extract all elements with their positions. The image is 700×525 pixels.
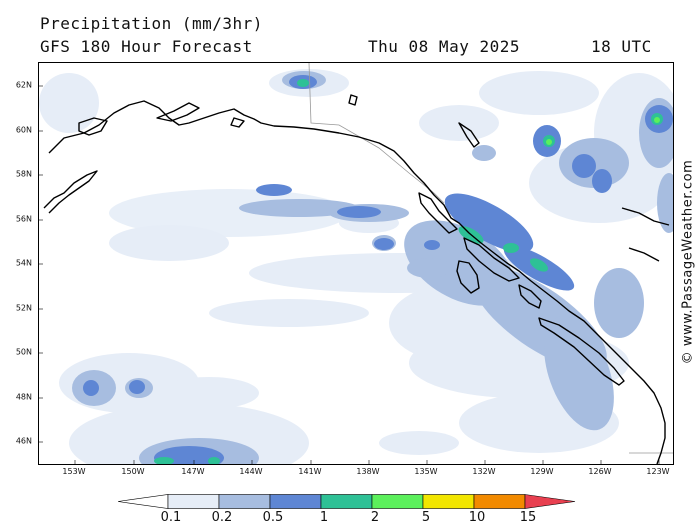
legend-label: 15 [519, 510, 537, 525]
credit-watermark: © www.PassageWeather.com [680, 159, 696, 365]
legend-label: 0.2 [211, 510, 233, 525]
lat-label: 54N [15, 258, 32, 268]
lon-label: 132W [472, 467, 496, 476]
legend-swatch [218, 494, 271, 509]
lon-label: 138W [356, 467, 380, 476]
lon-label: 141W [298, 467, 322, 476]
legend-swatch [167, 494, 220, 509]
lat-label: 46N [15, 436, 32, 446]
legend-swatch [371, 494, 424, 509]
precip-layer-peak [546, 117, 660, 145]
legend-swatch [269, 494, 322, 509]
precip-colorbar [118, 494, 576, 509]
legend-label: 5 [421, 510, 431, 525]
legend-swatch [320, 494, 373, 509]
legend-label: 10 [468, 510, 486, 525]
coastline [43, 94, 670, 464]
lat-label: 62N [15, 80, 32, 90]
legend-label: 1 [319, 510, 329, 525]
border-lines [308, 63, 673, 454]
map-title: Precipitation (mm/3hr) [40, 14, 263, 33]
lon-label: 147W [181, 467, 205, 476]
forecast-date: Thu 08 May 2025 [368, 37, 520, 56]
map-canvas [39, 63, 673, 464]
forecast-subtitle: GFS 180 Hour Forecast [40, 37, 253, 56]
precipitation-map [38, 62, 674, 465]
lat-label: 60N [15, 125, 32, 135]
forecast-time: 18 UTC [591, 37, 652, 56]
legend-label: 2 [370, 510, 380, 525]
legend-label: 0.1 [160, 510, 182, 525]
lat-label: 52N [15, 303, 32, 313]
lon-label: 126W [588, 467, 612, 476]
lat-label: 50N [15, 347, 32, 357]
legend-swatch [524, 494, 576, 509]
legend-swatch [473, 494, 526, 509]
lon-label: 144W [239, 467, 263, 476]
lon-label: 153W [62, 467, 86, 476]
lon-label: 129W [530, 467, 554, 476]
legend-swatch [118, 494, 169, 509]
lat-label: 56N [15, 214, 32, 224]
legend-swatch [422, 494, 475, 509]
lon-label: 135W [414, 467, 438, 476]
legend-label: 0.5 [262, 510, 284, 525]
lat-label: 58N [15, 169, 32, 179]
lon-label: 123W [646, 467, 670, 476]
lon-label: 150W [121, 467, 145, 476]
graticule [39, 85, 660, 464]
lat-label: 48N [15, 392, 32, 402]
